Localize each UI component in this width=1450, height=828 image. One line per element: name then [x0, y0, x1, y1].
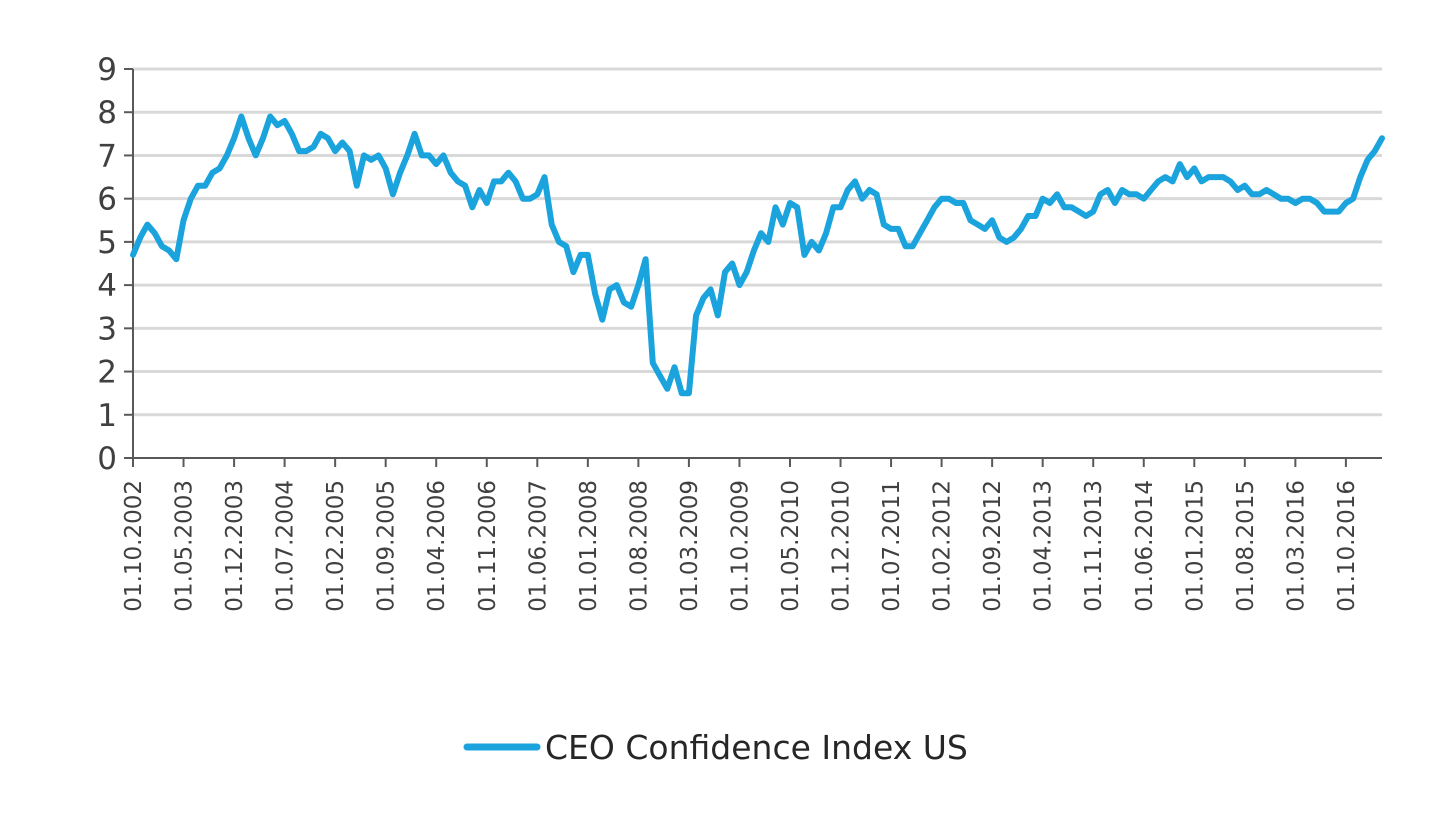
x-tick-label: 01.04.2006	[424, 480, 450, 612]
x-tick-label: 01.05.2010	[778, 480, 804, 612]
x-tick-label: 01.05.2003	[172, 480, 198, 612]
x-tick-labels: 01.10.2002 01.05.2003 01.12.2003 01.07.2004…	[121, 480, 1360, 612]
y-tick-label: 3	[97, 311, 117, 347]
x-tick-label: 01.03.2009	[677, 480, 703, 612]
x-tick-label: 01.01.2008	[576, 480, 602, 612]
x-tick-label: 01.03.2016	[1283, 480, 1309, 612]
axes	[124, 68, 1382, 467]
x-tick-label: 01.06.2007	[525, 480, 551, 612]
x-tick-label: 01.06.2014	[1132, 480, 1158, 612]
x-tick-label: 01.07.2004	[273, 480, 299, 612]
x-tick-label: 01.11.2006	[475, 480, 501, 612]
x-tick-label: 01.08.2008	[626, 480, 652, 612]
x-tick-label: 01.11.2013	[1081, 480, 1107, 612]
series-line-ceo-confidence-index-us	[130, 113, 1385, 397]
x-tick-label: 01.10.2002	[121, 480, 147, 612]
x-tick-label: 01.10.2009	[727, 480, 753, 612]
y-tick-label: 0	[97, 441, 117, 477]
series-lines	[130, 113, 1385, 397]
x-tick-label: 01.01.2015	[1182, 480, 1208, 612]
x-tick-label: 01.04.2013	[1031, 480, 1057, 612]
y-tick-label: 2	[97, 355, 117, 391]
x-tick-label: 01.09.2005	[374, 480, 400, 612]
x-tick-label: 01.02.2012	[930, 480, 956, 612]
y-tick-label: 5	[97, 225, 117, 261]
legend-label: CEO Confidence Index US	[545, 728, 968, 767]
x-tick-label: 01.08.2015	[1233, 480, 1259, 612]
legend: CEO Confidence Index US	[463, 728, 968, 767]
y-tick-label: 8	[97, 95, 117, 131]
x-tick-label: 01.12.2003	[222, 480, 248, 612]
x-tick-label: 01.02.2005	[323, 480, 349, 612]
x-tick-label: 01.10.2016	[1334, 480, 1360, 612]
y-tick-label: 9	[97, 52, 117, 88]
y-tick-label: 7	[97, 138, 117, 174]
x-tick-label: 01.09.2012	[980, 480, 1006, 612]
x-tick-label: 01.12.2010	[829, 480, 855, 612]
y-tick-labels: 0 1 2 3 4 5 6 7 8 9	[97, 52, 117, 477]
y-tick-label: 1	[97, 398, 117, 434]
y-tick-label: 6	[97, 182, 117, 218]
y-tick-label: 4	[97, 268, 117, 304]
x-tick-label: 01.07.2011	[879, 480, 905, 612]
